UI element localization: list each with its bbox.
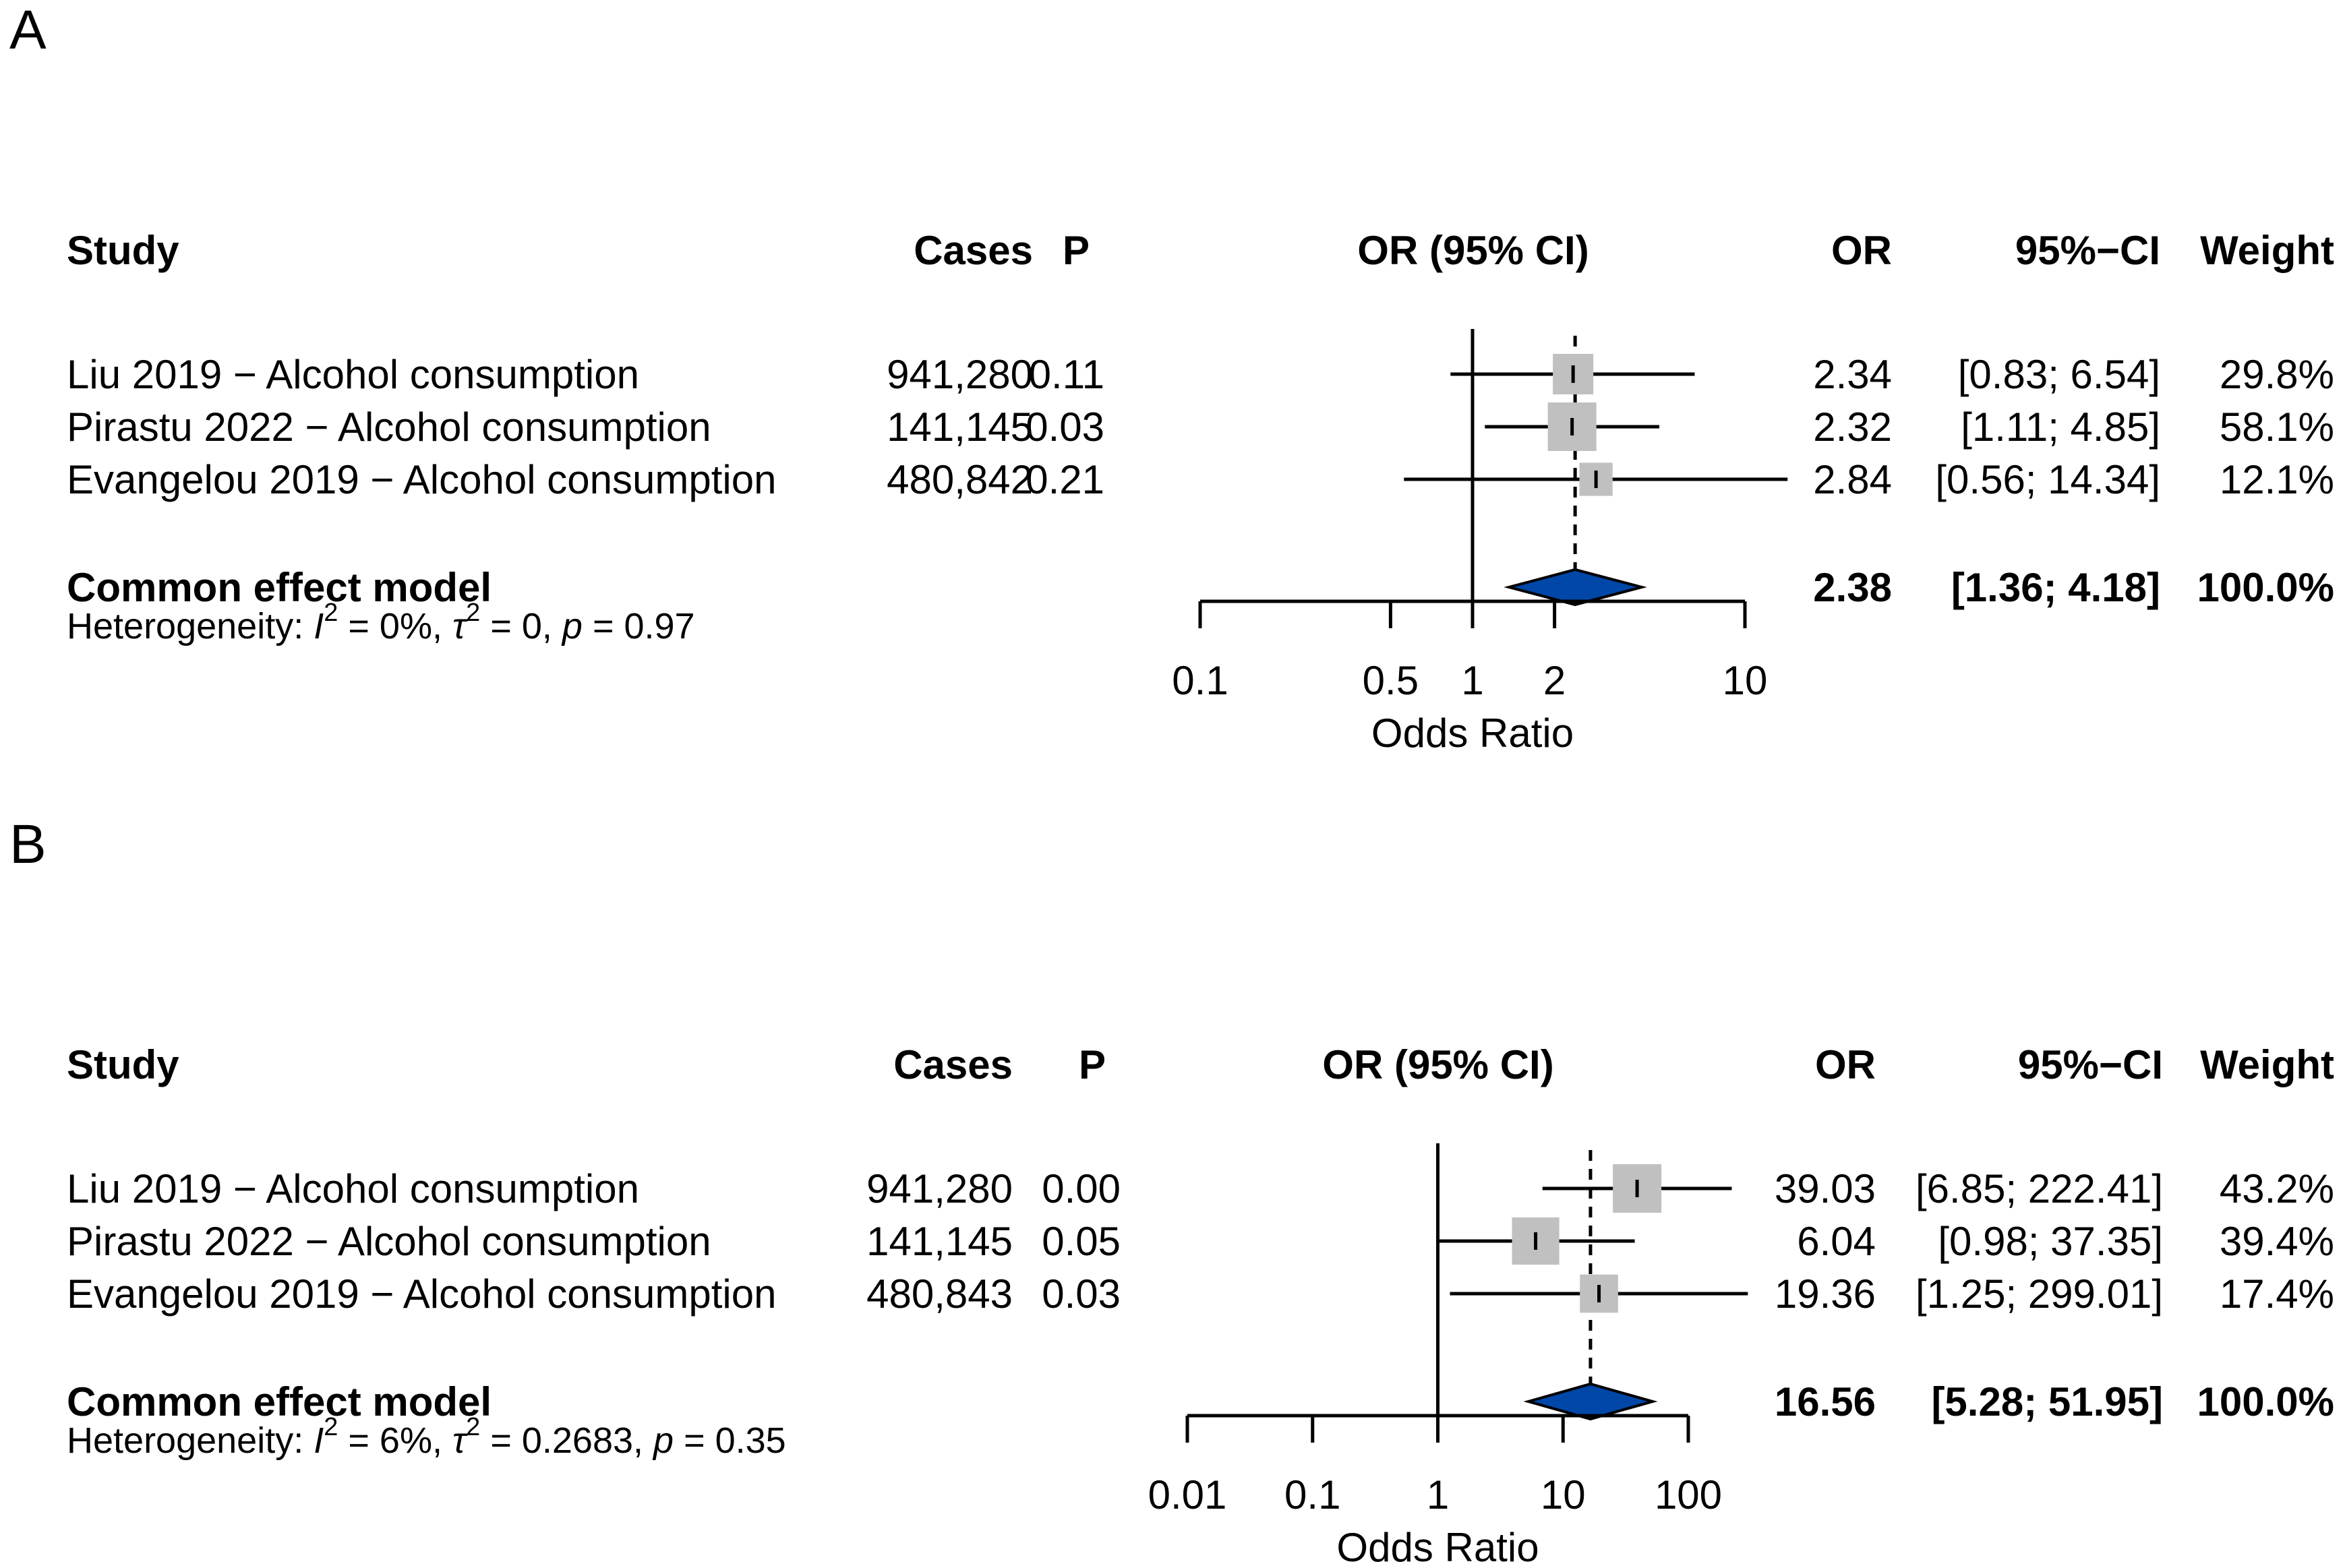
i2-superscript: 2 bbox=[324, 1413, 338, 1441]
header-95-ci: 95%−CI bbox=[2015, 228, 2160, 273]
x-axis-tick-label: 10 bbox=[1723, 658, 1768, 703]
i2-symbol: I bbox=[314, 606, 324, 646]
header-95-ci: 95%−CI bbox=[2018, 1042, 2163, 1087]
study-or: 6.04 bbox=[1797, 1219, 1876, 1264]
study-p-value: 0.00 bbox=[1042, 1166, 1121, 1211]
header-or: OR bbox=[1831, 228, 1892, 273]
tau-symbol: τ bbox=[452, 1420, 468, 1461]
i2-value: = 0%, bbox=[338, 606, 452, 646]
summary-or: 2.38 bbox=[1813, 565, 1892, 610]
p-value: = 0.97 bbox=[583, 606, 695, 646]
study-weight: 12.1% bbox=[2220, 457, 2334, 502]
summary-weight: 100.0% bbox=[2197, 565, 2335, 610]
x-axis-tick-label: 100 bbox=[1655, 1472, 1722, 1517]
study-weight: 58.1% bbox=[2220, 404, 2334, 450]
summary-diamond bbox=[1504, 568, 1647, 607]
study-ci: [1.11; 4.85] bbox=[1961, 404, 2160, 450]
header-weight: Weight bbox=[2200, 1042, 2334, 1087]
panel-label: A bbox=[9, 0, 47, 61]
study-or: 2.84 bbox=[1813, 457, 1892, 502]
study-weight: 29.8% bbox=[2220, 352, 2334, 397]
summary-diamond bbox=[1523, 1382, 1658, 1421]
study-weight: 39.4% bbox=[2220, 1219, 2334, 1264]
forest-panel-a: A Study Cases P OR (95% CI) OR 95%−CI Weight Liu… bbox=[9, 0, 2334, 756]
heterogeneity-prefix: Heterogeneity: bbox=[67, 606, 314, 646]
summary-ci: [5.28; 51.95] bbox=[1931, 1379, 2163, 1424]
study-label: Pirastu 2022 − Alcohol consumption bbox=[67, 1219, 711, 1264]
study-label: Evangelou 2019 − Alcohol consumption bbox=[67, 457, 776, 502]
x-axis-tick-label: 1 bbox=[1427, 1472, 1449, 1517]
study-ci: [0.56; 14.34] bbox=[1935, 457, 2160, 502]
study-ci: [0.83; 6.54] bbox=[1958, 352, 2160, 397]
study-label: Liu 2019 − Alcohol consumption bbox=[67, 1166, 639, 1211]
forest-panel-b: B Study Cases P OR (95% CI) OR 95%−CI Weight Liu… bbox=[9, 814, 2334, 1568]
summary-or: 16.56 bbox=[1775, 1379, 1876, 1424]
header-or-ci-plot: OR (95% CI) bbox=[1322, 1042, 1553, 1087]
study-p-value: 0.05 bbox=[1042, 1219, 1121, 1264]
tau-superscript: 2 bbox=[466, 599, 480, 627]
study-cases: 141,145 bbox=[866, 1219, 1013, 1264]
heterogeneity-text: Heterogeneity: I2 = 6%, τ2 = 0.2683, p =… bbox=[67, 1413, 786, 1461]
header-study: Study bbox=[67, 1042, 179, 1087]
study-label: Pirastu 2022 − Alcohol consumption bbox=[67, 404, 711, 450]
header-cases: Cases bbox=[893, 1042, 1013, 1087]
x-axis-label: Odds Ratio bbox=[1336, 1525, 1539, 1568]
summary-ci: [1.36; 4.18] bbox=[1951, 565, 2160, 610]
header-cases: Cases bbox=[914, 228, 1033, 273]
study-or: 19.36 bbox=[1775, 1271, 1876, 1317]
p-value: = 0.35 bbox=[674, 1420, 786, 1461]
tau-value: = 0.2683, bbox=[480, 1420, 653, 1461]
study-cases: 941,280 bbox=[887, 352, 1033, 397]
tau-symbol: τ bbox=[452, 606, 468, 646]
x-axis-tick-label: 0.01 bbox=[1148, 1472, 1227, 1517]
x-axis-tick-label: 0.5 bbox=[1363, 658, 1419, 703]
study-cases: 480,842 bbox=[887, 457, 1033, 502]
heterogeneity-prefix: Heterogeneity: bbox=[67, 1420, 314, 1461]
summary-label: Common effect model bbox=[67, 1379, 492, 1424]
panel-label: B bbox=[9, 814, 47, 875]
x-axis-tick-label: 10 bbox=[1541, 1472, 1586, 1517]
study-weight: 43.2% bbox=[2220, 1166, 2334, 1211]
i2-value: = 6%, bbox=[338, 1420, 452, 1461]
header-study: Study bbox=[67, 228, 179, 273]
summary-label: Common effect model bbox=[67, 565, 492, 610]
tau-superscript: 2 bbox=[466, 1413, 480, 1441]
study-cases: 941,280 bbox=[866, 1166, 1013, 1211]
study-label: Liu 2019 − Alcohol consumption bbox=[67, 352, 639, 397]
study-or: 2.34 bbox=[1813, 352, 1892, 397]
study-p-value: 0.03 bbox=[1042, 1271, 1121, 1317]
header-or-ci-plot: OR (95% CI) bbox=[1357, 228, 1589, 273]
study-or: 2.32 bbox=[1813, 404, 1892, 450]
i2-superscript: 2 bbox=[324, 599, 338, 627]
x-axis-tick-label: 0.1 bbox=[1172, 658, 1228, 703]
study-p-value: 0.11 bbox=[1029, 352, 1104, 397]
study-cases: 480,843 bbox=[866, 1271, 1013, 1317]
study-ci: [1.25; 299.01] bbox=[1916, 1271, 2163, 1317]
study-p-value: 0.21 bbox=[1026, 457, 1104, 502]
header-weight: Weight bbox=[2200, 228, 2334, 273]
header-p: P bbox=[1063, 228, 1090, 273]
summary-weight: 100.0% bbox=[2197, 1379, 2335, 1424]
study-p-value: 0.03 bbox=[1026, 404, 1104, 450]
x-axis-tick-label: 1 bbox=[1461, 658, 1483, 703]
header-p: P bbox=[1079, 1042, 1106, 1087]
study-ci: [0.98; 37.35] bbox=[1938, 1219, 2163, 1264]
x-axis-tick-label: 2 bbox=[1543, 658, 1566, 703]
heterogeneity-text: Heterogeneity: I2 = 0%, τ2 = 0, p = 0.97 bbox=[67, 599, 695, 646]
x-axis-tick-label: 0.1 bbox=[1284, 1472, 1340, 1517]
x-axis-label: Odds Ratio bbox=[1371, 711, 1574, 756]
study-or: 39.03 bbox=[1775, 1166, 1876, 1211]
p-symbol: p bbox=[561, 606, 583, 646]
header-or: OR bbox=[1815, 1042, 1876, 1087]
study-weight: 17.4% bbox=[2220, 1271, 2334, 1317]
i2-symbol: I bbox=[314, 1420, 324, 1461]
p-symbol: p bbox=[652, 1420, 674, 1461]
study-cases: 141,145 bbox=[887, 404, 1033, 450]
tau-value: = 0, bbox=[480, 606, 562, 646]
study-label: Evangelou 2019 − Alcohol consumption bbox=[67, 1271, 776, 1317]
study-ci: [6.85; 222.41] bbox=[1916, 1166, 2163, 1211]
